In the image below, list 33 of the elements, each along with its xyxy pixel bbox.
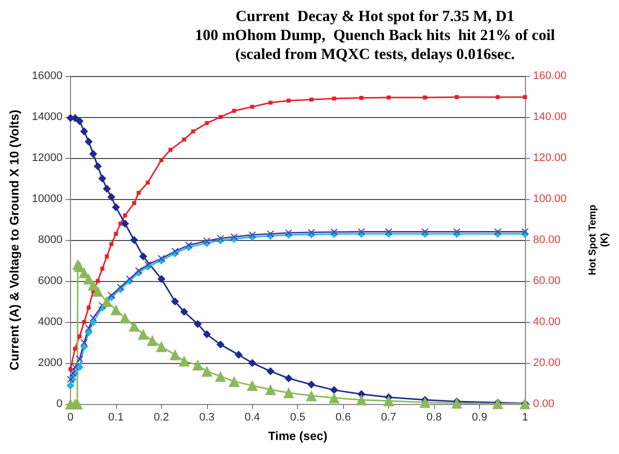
x-tick-label: 0.4 <box>244 412 260 424</box>
y2-tick-label: 120.00 <box>533 152 567 164</box>
y2-tick-label: 40.00 <box>533 316 561 328</box>
y-tick-label: 0 <box>56 398 62 410</box>
y2-tick-label: 0.00 <box>533 398 554 410</box>
y-tick-label: 6000 <box>38 275 62 287</box>
x-tick-label: 0.1 <box>108 412 124 424</box>
y-tick-label: 14000 <box>32 111 62 123</box>
x-tick-label: 0.9 <box>472 412 488 424</box>
y-tick-label: 10000 <box>32 193 62 205</box>
x-tick-label: 0.8 <box>426 412 442 424</box>
y2-tick-label: 100.00 <box>533 193 567 205</box>
x-tick-label: 0 <box>67 412 74 424</box>
y-axis-title: Current (A) & Voltage to Ground X 10 (Volts) <box>8 110 22 370</box>
y-tick-label: 2000 <box>38 357 62 369</box>
y2-tick-label: 80.00 <box>533 234 561 246</box>
y-tick-label: 4000 <box>38 316 62 328</box>
y-tick-label: 12000 <box>32 152 62 164</box>
y-tick-label: 16000 <box>32 70 62 82</box>
x-tick-label: 0.3 <box>199 412 214 424</box>
y-tick-label: 8000 <box>38 234 62 246</box>
x-tick-label: 0.2 <box>154 412 170 424</box>
y2-axis-title: Hot Spot Temp (K) <box>588 204 610 276</box>
x-tick-label: 1 <box>522 412 528 424</box>
y2-tick-label: 140.00 <box>533 111 567 123</box>
y2-tick-label: 20.00 <box>533 357 561 369</box>
x-tick-label: 0.5 <box>290 412 306 424</box>
x-tick-label: 0.7 <box>381 412 396 424</box>
y2-tick-label: 60.00 <box>533 275 561 287</box>
x-tick-label: 0.6 <box>336 412 351 424</box>
x-axis-title: Time (sec) <box>268 429 328 443</box>
chart-title: Current Decay & Hot spot for 7.35 M, D1 100 mOhom Dump, Quench Back hits hit 21% of coil (scaled from MQXC tests, delays 0.016sec. <box>195 8 556 63</box>
y2-tick-label: 160.00 <box>533 70 567 82</box>
